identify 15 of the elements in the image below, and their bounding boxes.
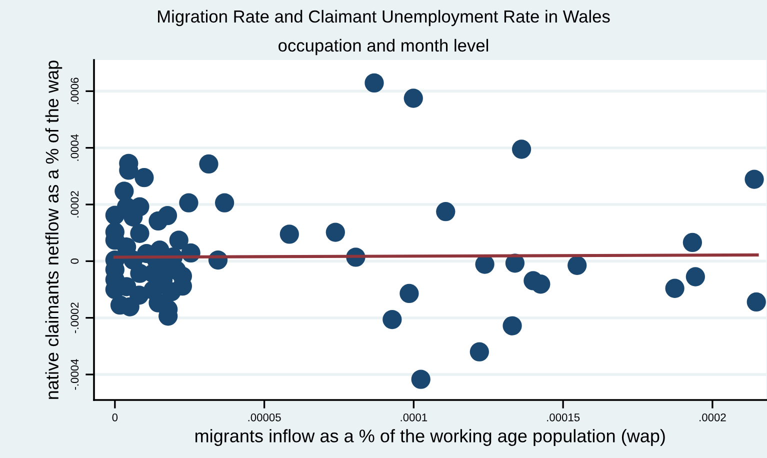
y-tick-label: .0002: [70, 191, 79, 218]
y-tick-label: -.0002: [70, 302, 79, 334]
x-tick-label: .00005: [248, 413, 281, 422]
y-tick-label: 0: [70, 258, 79, 264]
x-tick-label: 0: [112, 413, 118, 422]
chart-subtitle: occupation and month level: [278, 38, 488, 56]
y-tick-label: .0004: [70, 134, 79, 161]
x-tick-label: .0001: [400, 413, 428, 422]
y-axis-title: native claimants netflow as a % of the wap: [45, 60, 62, 399]
x-tick-label: .0002: [700, 413, 726, 422]
x-axis-title: migrants inflow as a % of the working age population (wap): [195, 429, 665, 446]
chart-title: Migration Rate and Claimant Unemployment Rate in Wales: [158, 10, 610, 26]
x-tick-label: .00015: [547, 413, 580, 422]
y-tick-label: .0006: [70, 78, 79, 104]
y-tick-label: -.0004: [70, 359, 79, 390]
